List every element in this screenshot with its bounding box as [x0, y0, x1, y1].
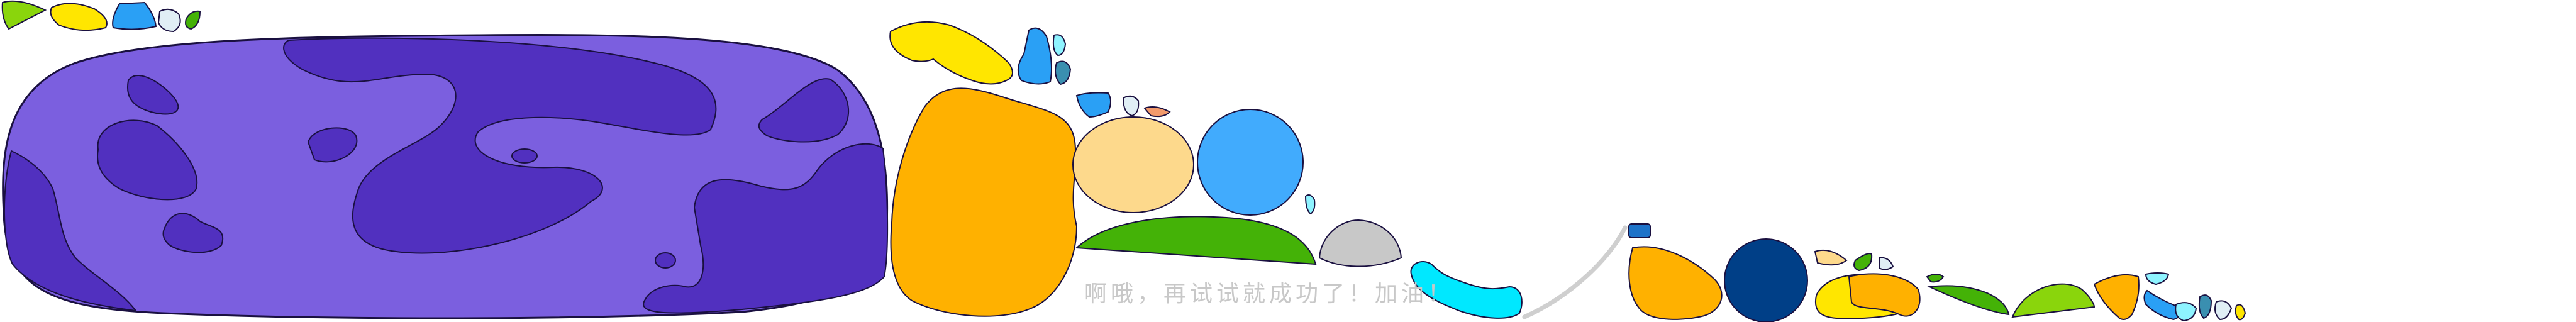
pale-blue-fragment [1122, 95, 1140, 117]
right-fragments [1628, 223, 2246, 322]
cyan-strip [1410, 261, 1523, 319]
blue-fragment [112, 1, 157, 30]
lime-blade [1927, 285, 2010, 316]
light-orange-disc [1072, 116, 1194, 213]
grey-mound [1318, 219, 1402, 267]
retry-caption: 啊哦，再试试就成功了！加油！ [1084, 281, 1455, 307]
grey-arc [1522, 225, 1628, 319]
orange-shard [2093, 274, 2140, 320]
stone-spot [97, 119, 198, 201]
peach-fragment [1143, 106, 1171, 118]
stone-spot [283, 37, 717, 254]
teal-fragment [1055, 60, 1072, 86]
yellow-fragment [2235, 304, 2246, 321]
lime-mound [2011, 283, 2096, 318]
green-fragment [1853, 253, 1873, 272]
light-orange-fragment [1814, 249, 1848, 266]
blue-fragment [1075, 92, 1111, 118]
sky-blue-disc [1197, 109, 1304, 216]
pale-blue-fragment [1879, 257, 1894, 270]
teal-fragment [2198, 294, 2212, 319]
cyan-chip [1304, 194, 1316, 215]
cyan-fragment [1052, 34, 1067, 57]
top-left-fragments [1, 0, 201, 33]
stone-spot [127, 75, 179, 115]
pale-blue-fragment [2214, 300, 2233, 321]
pale-blue-fragment [2175, 302, 2197, 322]
stone-spot [162, 213, 224, 253]
green-plate [1075, 216, 1317, 265]
orange-fragment [1628, 246, 1723, 320]
dark-blue-disc [1724, 238, 1808, 322]
stone-spots [4, 37, 889, 314]
orange-large-fragment [890, 87, 1078, 317]
purple-stone [2, 34, 889, 319]
lime-fragment [1, 0, 47, 30]
blue-curl [2143, 289, 2184, 321]
yellow-fragment [889, 21, 1013, 85]
yellow-fragment [50, 3, 108, 31]
stone-spot [511, 148, 538, 164]
blue-fragment [1017, 27, 1052, 85]
stone-spot [758, 78, 849, 143]
stone-spot [307, 127, 358, 163]
orange-fragment [1848, 273, 1921, 317]
green-fragment [1926, 274, 1945, 283]
stone-spot [4, 150, 138, 312]
blue-tile [1628, 223, 1651, 238]
cyan-chip [2145, 272, 2170, 286]
pale-blue-fragment [157, 8, 181, 33]
stone-spot [655, 252, 676, 269]
stone-spot [643, 143, 889, 314]
middle-fragments [889, 21, 1523, 319]
green-fragment [185, 10, 201, 30]
